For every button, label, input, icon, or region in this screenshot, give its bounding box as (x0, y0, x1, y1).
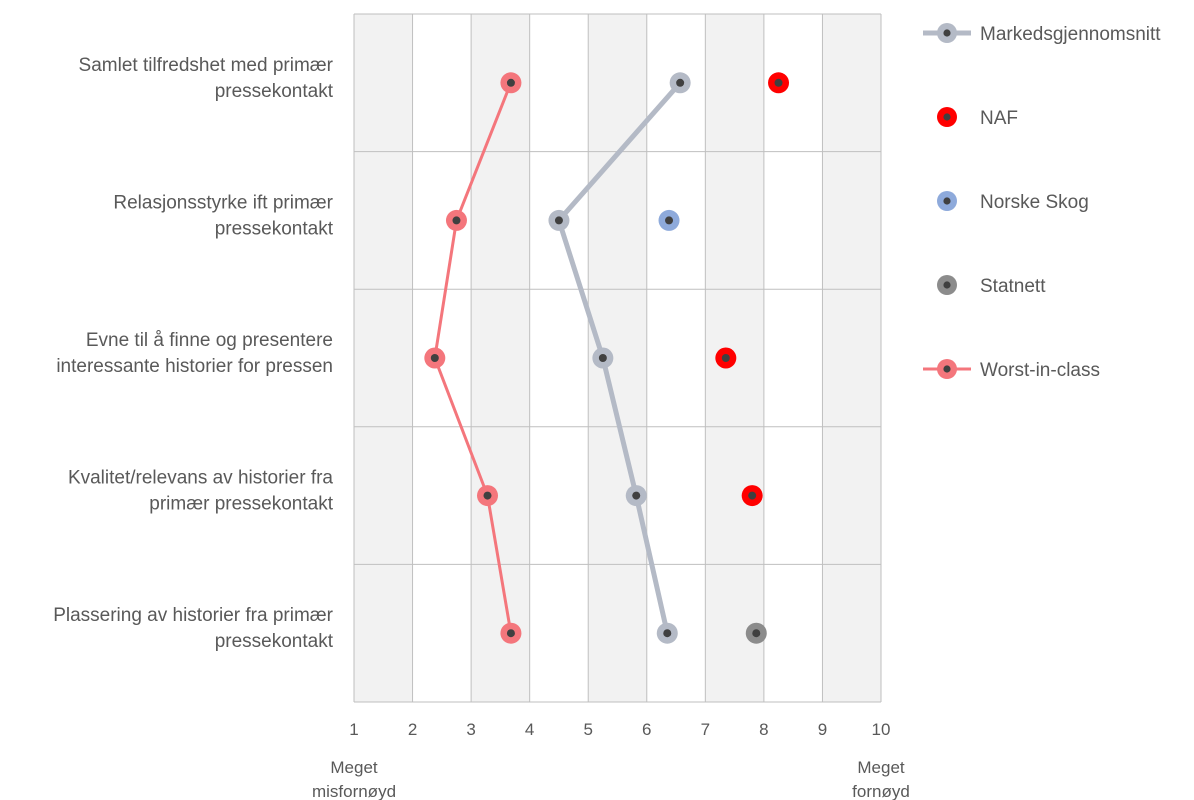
category-label-line: Relasjonsstyrke ift primær (113, 192, 333, 213)
plot-band (822, 14, 881, 702)
x-tick-label: 7 (701, 720, 710, 739)
category-label: Relasjonsstyrke ift primær pressekontakt (113, 192, 333, 239)
category-label-line: pressekontakt (215, 631, 334, 652)
series-naf (715, 72, 790, 507)
plot-band (529, 14, 589, 702)
x-tick-labels: 1 2 3 4 5 6 7 8 9 10 (349, 720, 890, 739)
legend-marker-center (943, 365, 951, 373)
legend-label: Statnett (980, 276, 1046, 297)
data-point-center (430, 354, 439, 362)
x-tick-label: 5 (583, 720, 592, 739)
legend-item-naf: NAF (937, 107, 1018, 129)
data-point-center (676, 78, 685, 87)
category-label-line: Samlet tilfredshet med primær (79, 55, 334, 76)
x-tick-label: 6 (642, 720, 651, 739)
data-point-center (665, 216, 674, 225)
category-label: Plassering av historier fra primær presse… (53, 605, 334, 652)
category-label-line: Plassering av historier fra primær (53, 605, 333, 626)
legend-marker-center (943, 197, 951, 205)
axis-end-label-line: fornøyd (852, 782, 910, 800)
data-point-center (721, 354, 730, 362)
axis-end-label-left: Meget misfornøyd (312, 758, 396, 800)
legend-item-markedsgjennomsnitt: Markedsgjennomsnitt (923, 23, 1161, 45)
category-label: Kvalitet/relevans av historier fra primær… (68, 468, 334, 515)
category-label-line: primær pressekontakt (149, 494, 333, 515)
data-point-center (554, 216, 563, 225)
data-point-center (483, 491, 492, 500)
data-point-center (752, 629, 761, 638)
axis-end-label-line: Meget (330, 758, 378, 777)
category-labels: Samlet tilfredshet med primær pressekonta… (53, 55, 334, 652)
category-label-line: Kvalitet/relevans av historier fra (68, 468, 333, 489)
legend-label: Norske Skog (980, 192, 1089, 213)
legend-item-statnett: Statnett (937, 275, 1046, 297)
grid (353, 13, 882, 703)
legend-item-worst-in-class: Worst-in-class (923, 359, 1100, 381)
plot-band (763, 14, 823, 702)
legend-label: NAF (980, 108, 1018, 129)
data-point-center (632, 491, 641, 500)
x-tick-label: 10 (872, 720, 891, 739)
axis-end-label-right: Meget fornøyd (852, 758, 910, 800)
x-tick-label: 3 (466, 720, 475, 739)
category-label-line: interessante historier for pressen (56, 356, 333, 377)
data-point-center (506, 629, 515, 638)
legend: Markedsgjennomsnitt NAF Norske Skog Statnet… (923, 23, 1161, 381)
series-norske-skog (658, 209, 680, 231)
category-label-line: pressekontakt (215, 218, 334, 239)
legend-marker-center (943, 29, 951, 37)
legend-label: Worst-in-class (980, 360, 1100, 381)
data-point-center (774, 78, 783, 87)
x-tick-label: 9 (818, 720, 827, 739)
data-point-center (663, 629, 672, 638)
legend-label: Markedsgjennomsnitt (980, 24, 1161, 45)
series-statnett (745, 622, 767, 644)
series-worst-in-class (424, 72, 522, 644)
legend-marker-center (943, 281, 951, 289)
series-markedsgjennomsnitt (548, 72, 691, 644)
category-label: Evne til å finne og presentere interessan… (56, 330, 333, 377)
series-layer (424, 72, 790, 644)
plot-band (646, 14, 706, 702)
category-label-line: Evne til å finne og presentere (86, 330, 333, 351)
x-tick-label: 2 (408, 720, 417, 739)
x-tick-label: 1 (349, 720, 358, 739)
plot-band (471, 14, 530, 702)
data-point-center (452, 216, 461, 225)
data-point-center (748, 491, 757, 500)
category-label: Samlet tilfredshet med primær pressekonta… (79, 55, 334, 102)
x-tick-label: 4 (525, 720, 534, 739)
legend-item-norske-skog: Norske Skog (937, 191, 1089, 213)
data-point-center (506, 78, 515, 87)
data-point-center (598, 354, 607, 362)
axis-end-label-line: Meget (857, 758, 905, 777)
category-label-line: pressekontakt (215, 81, 334, 102)
plot-band (354, 14, 413, 702)
axis-end-labels: Meget misfornøyd Meget fornøyd (312, 758, 910, 800)
legend-marker-center (943, 113, 951, 121)
axis-end-label-line: misfornøyd (312, 782, 396, 800)
x-tick-label: 8 (759, 720, 768, 739)
